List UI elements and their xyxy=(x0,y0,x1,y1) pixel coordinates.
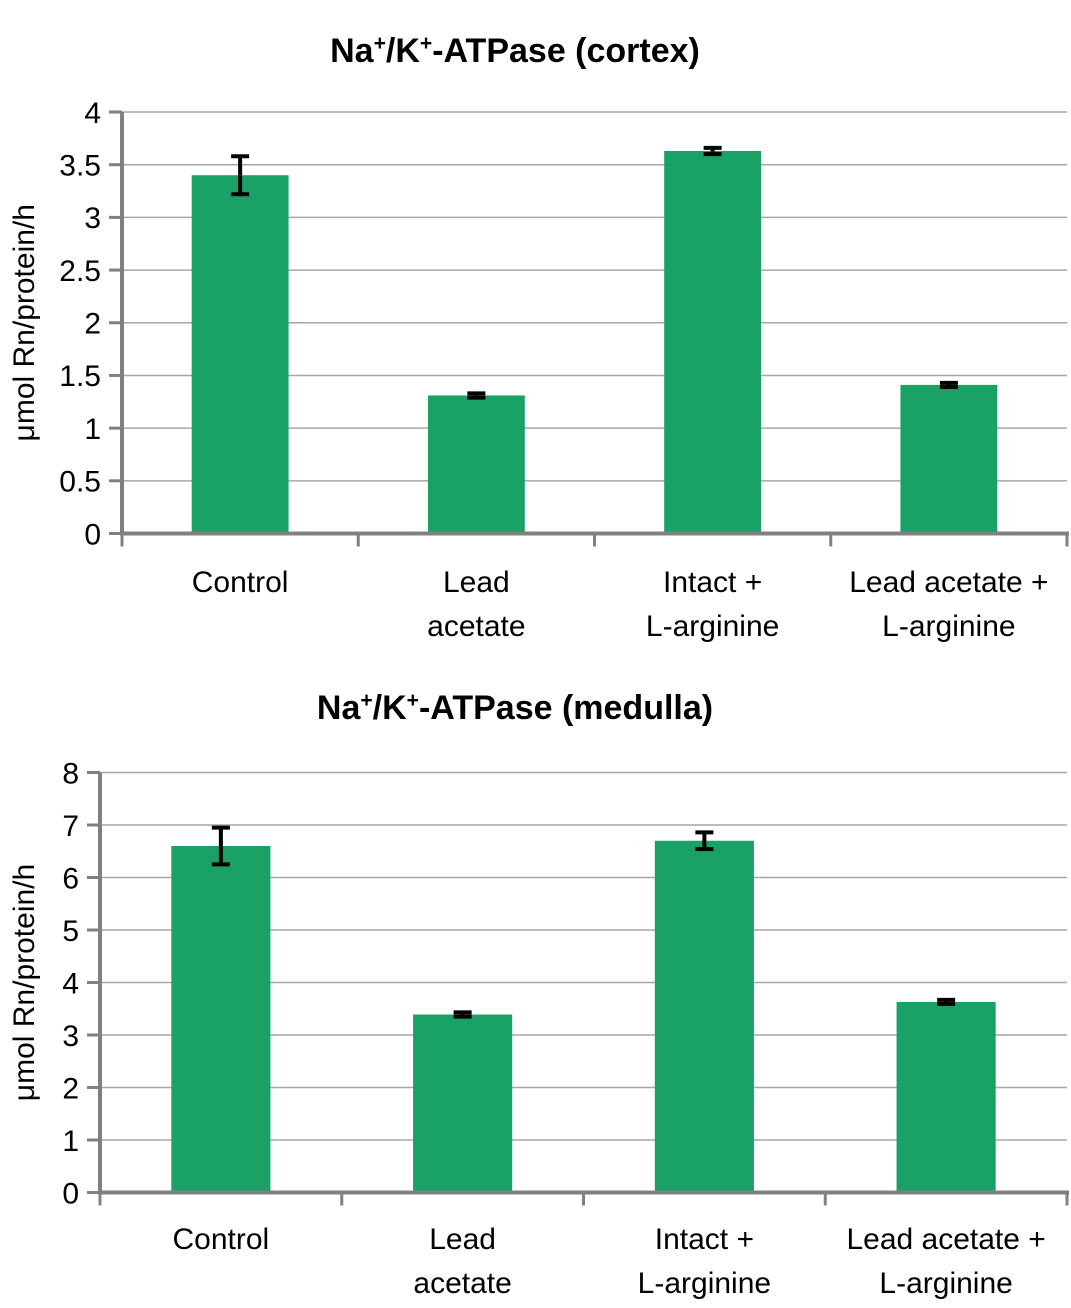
error-bar xyxy=(211,825,230,867)
x-category-label: Intact + xyxy=(663,566,762,599)
bar-lead-acetate xyxy=(427,395,525,534)
y-tick-label: 2 xyxy=(62,1072,79,1105)
error-bar xyxy=(939,380,958,390)
x-category-label: Control xyxy=(173,1223,270,1256)
x-category-label: L-arginine xyxy=(638,1267,771,1300)
x-category-label: Lead acetate + xyxy=(846,1223,1045,1256)
bar-control xyxy=(191,175,289,534)
y-tick-label: 7 xyxy=(62,810,79,843)
x-category-label: acetate xyxy=(413,1267,511,1300)
y-tick-label: 2 xyxy=(84,308,101,341)
x-category-label: L-arginine xyxy=(646,610,779,643)
bar-lead-acetate-l-arginine xyxy=(896,1001,996,1193)
bar-lead-acetate-l-arginine xyxy=(900,384,998,534)
y-tick-label: 6 xyxy=(62,862,79,895)
y-tick-label: 1 xyxy=(62,1125,79,1158)
cortex-bar-chart: 0 0.5 1 1.5 2 2.5 3 3.5 4 Control Lead acetate Intac… xyxy=(8,32,1069,643)
x-category-label: Lead xyxy=(443,566,510,599)
error-bar xyxy=(703,145,722,157)
bar-intact-l-arginine xyxy=(664,150,762,534)
error-bar xyxy=(467,391,486,400)
error-bar xyxy=(231,154,250,197)
error-bar xyxy=(453,1010,472,1019)
y-tick-label: 0 xyxy=(84,518,101,551)
x-category-label: L-arginine xyxy=(879,1267,1012,1300)
y-tick-label: 3.5 xyxy=(59,149,101,182)
x-category-label: Control xyxy=(192,566,289,599)
y-tick-label: 0.5 xyxy=(59,466,101,499)
y-axis-title: μmol Rn/protein/h xyxy=(8,864,41,1101)
chart-title: Na+/K+-ATPase (cortex) xyxy=(330,32,700,70)
x-category-label: L-arginine xyxy=(882,610,1015,643)
y-tick-label: 2.5 xyxy=(59,255,101,288)
x-category-label: acetate xyxy=(427,610,525,643)
y-tick-label: 1.5 xyxy=(59,360,101,393)
y-tick-label: 5 xyxy=(62,915,79,948)
x-category-label: Intact + xyxy=(655,1223,754,1256)
x-category-label: Lead xyxy=(429,1223,496,1256)
y-tick-label: 1 xyxy=(84,413,101,446)
y-tick-label: 3 xyxy=(62,1020,79,1053)
bar-control xyxy=(171,846,271,1193)
y-tick-label: 4 xyxy=(62,967,79,1000)
bar-lead-acetate xyxy=(413,1014,513,1193)
bar-intact-l-arginine xyxy=(654,840,754,1193)
y-tick-label: 3 xyxy=(84,202,101,235)
error-bar xyxy=(937,997,956,1007)
y-tick-label: 0 xyxy=(62,1177,79,1210)
y-axis-title: μmol Rn/protein/h xyxy=(8,204,41,441)
error-bar xyxy=(695,830,714,852)
y-tick-label: 8 xyxy=(62,757,79,790)
y-tick-label: 4 xyxy=(84,97,101,130)
chart-title: Na+/K+-ATPase (medulla) xyxy=(317,689,713,727)
x-category-label: Lead acetate + xyxy=(849,566,1048,599)
medulla-bar-chart: 0 1 2 3 4 5 6 7 8 Control Lead acetate Intact + L-arg… xyxy=(8,689,1069,1300)
